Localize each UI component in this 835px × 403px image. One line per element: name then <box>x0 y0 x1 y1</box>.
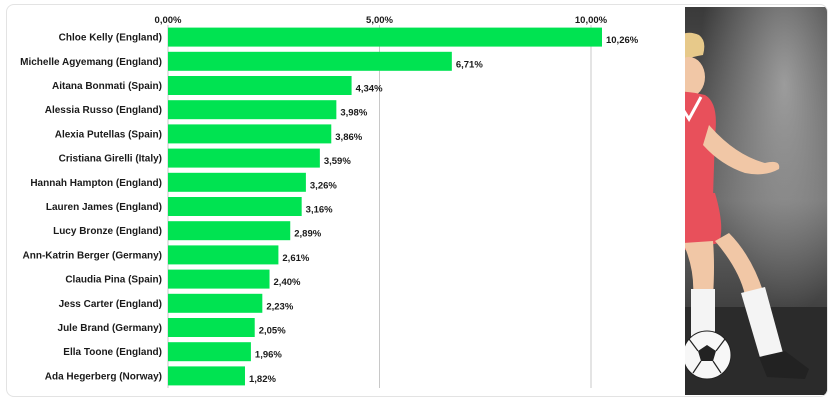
value-label: 1,96% <box>255 350 282 361</box>
bar <box>168 197 302 216</box>
value-label: 3,26% <box>310 180 337 191</box>
category-label: Chloe Kelly (England) <box>59 33 162 44</box>
value-label: 6,71% <box>456 59 483 70</box>
category-label: Cristiana Girelli (Italy) <box>59 154 162 165</box>
player-photo-panel <box>685 7 827 395</box>
category-label: Michelle Agyemang (England) <box>20 57 162 68</box>
category-label: Ann-Katrin Berger (Germany) <box>23 250 162 261</box>
category-label: Aitana Bonmati (Spain) <box>52 81 162 92</box>
x-tick-label: 5,00% <box>366 15 393 26</box>
x-tick-label: 0,00% <box>155 15 182 26</box>
category-label: Jule Brand (Germany) <box>58 323 162 334</box>
value-label: 2,23% <box>266 301 293 312</box>
category-label: Hannah Hampton (England) <box>30 178 162 189</box>
value-label: 2,89% <box>294 229 321 240</box>
category-label: Alexia Putellas (Spain) <box>55 129 162 140</box>
bar-chart: 0,00% 5,00% 10,00% Chloe Kelly (England) 10,… <box>20 15 639 388</box>
value-label: 3,86% <box>335 132 362 143</box>
bar <box>168 27 602 47</box>
value-label: 3,59% <box>324 156 351 167</box>
bar <box>168 100 337 120</box>
value-label: 2,40% <box>274 277 301 288</box>
bar <box>168 124 332 144</box>
category-label: Ada Hegerberg (Norway) <box>45 371 162 382</box>
bar <box>168 245 279 265</box>
bar <box>168 366 245 386</box>
value-label: 3,16% <box>306 205 333 216</box>
bar <box>168 269 270 289</box>
soccer-player-image <box>685 7 827 395</box>
bar <box>168 293 263 313</box>
category-label: Ella Toone (England) <box>63 347 162 358</box>
chart-card: 0,00% 5,00% 10,00% Chloe Kelly (England) 10,… <box>6 4 828 397</box>
category-label: Jess Carter (England) <box>59 299 162 310</box>
category-label: Claudia Pina (Spain) <box>65 275 162 286</box>
value-label: 1,82% <box>249 374 276 385</box>
category-label: Alessia Russo (England) <box>45 105 162 116</box>
x-tick-label: 10,00% <box>575 15 608 26</box>
category-label: Lucy Bronze (England) <box>53 226 162 237</box>
value-label: 2,61% <box>282 253 309 264</box>
value-label: 3,98% <box>340 108 367 119</box>
bar <box>168 221 291 241</box>
value-label: 4,34% <box>356 84 383 95</box>
value-label: 2,05% <box>259 326 286 337</box>
bar <box>168 342 251 362</box>
value-label: 10,26% <box>606 35 639 46</box>
category-label: Lauren James (England) <box>46 202 162 213</box>
bar <box>168 172 306 192</box>
bar <box>168 51 452 71</box>
bar <box>168 76 352 95</box>
bar <box>168 148 320 168</box>
bar <box>168 318 255 337</box>
